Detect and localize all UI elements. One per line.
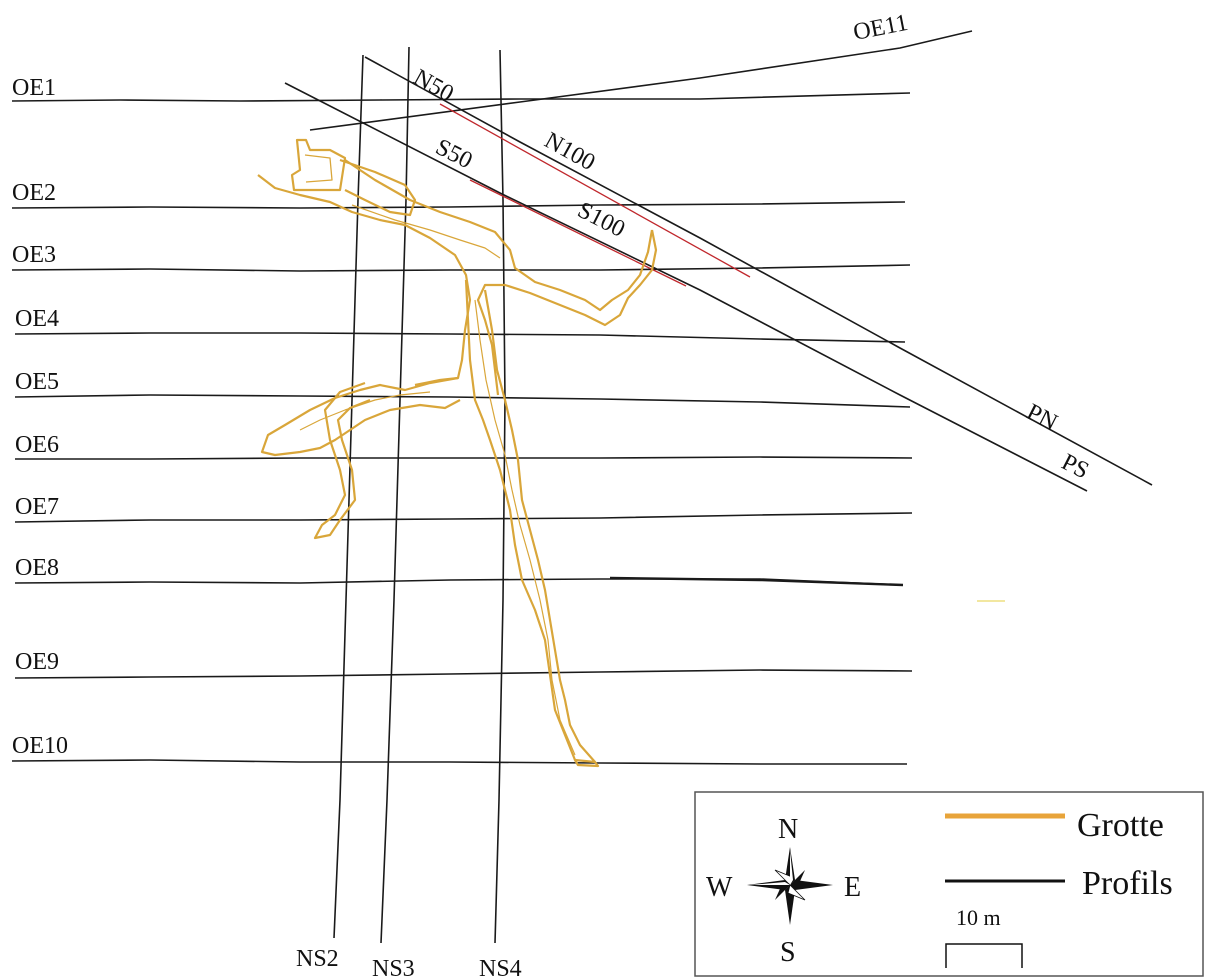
red-segment-south	[469, 179, 687, 287]
label-pn: PN	[1022, 399, 1061, 436]
legend-box: N S W E Grotte Profils 10 m	[694, 791, 1204, 977]
label-oe7: OE7	[15, 494, 59, 520]
compass-south: S	[780, 937, 796, 968]
label-oe11: OE11	[851, 10, 910, 46]
profile-line-oe8-dark	[609, 576, 904, 587]
cave-entrance-room	[339, 158, 417, 217]
label-oe8: OE8	[15, 555, 59, 581]
east-west-profiles	[11, 30, 973, 765]
profile-line-ps	[284, 82, 1088, 492]
compass-west: W	[706, 872, 733, 903]
label-oe10: OE10	[12, 733, 68, 759]
label-oe3: OE3	[12, 242, 56, 268]
cave-outline	[257, 138, 658, 768]
cave-entrance-inner	[304, 154, 333, 183]
compass-east: E	[844, 872, 861, 903]
label-ns2: NS2	[296, 946, 339, 972]
profile-line-oe1	[11, 92, 911, 102]
label-n50: N50	[409, 65, 458, 108]
label-oe6: OE6	[15, 432, 59, 458]
compass-rose-icon	[747, 847, 833, 925]
legend-grotte-label: Grotte	[1077, 807, 1164, 844]
profile-line-oe5	[14, 394, 911, 408]
profile-line-ns2	[333, 54, 364, 939]
profile-line-oe9	[14, 669, 913, 679]
cave-main-gallery-west	[464, 279, 577, 761]
cave-main-gallery-center	[474, 299, 576, 756]
legend-profils-label: Profils	[1082, 865, 1173, 902]
cave-thin-passage	[351, 204, 501, 259]
cave-west-branch-lower	[313, 381, 371, 540]
label-oe2: OE2	[12, 180, 56, 206]
label-oe5: OE5	[15, 369, 59, 395]
compass-north: N	[778, 814, 798, 845]
label-oe1: OE1	[12, 75, 56, 101]
label-s100: S100	[573, 197, 629, 243]
cave-upper-gallery-inner	[344, 159, 654, 312]
cave-upper-gallery-outer	[257, 174, 472, 387]
cave-main-gallery-east	[483, 289, 596, 763]
profile-line-oe3	[11, 264, 911, 272]
scale-bar	[945, 943, 1023, 968]
profile-line-ns4	[494, 49, 506, 944]
label-s50: S50	[431, 134, 476, 174]
north-south-profiles	[333, 46, 506, 944]
cave-northeast-loop	[476, 229, 658, 396]
profile-line-oe11	[309, 30, 973, 131]
profile-line-ns3	[380, 46, 410, 944]
cave-gallery-end	[573, 758, 600, 768]
profile-line-oe10	[11, 759, 907, 765]
label-oe4: OE4	[15, 306, 59, 332]
label-ns3: NS3	[372, 956, 415, 980]
profile-line-oe4	[14, 332, 906, 343]
label-ns4: NS4	[479, 956, 522, 980]
scale-label: 10 m	[956, 905, 1001, 930]
profile-line-oe6	[15, 456, 913, 460]
cave-entrance-chambers	[290, 138, 347, 192]
profile-line-pn	[364, 56, 1153, 486]
cave-west-branch-upper	[260, 376, 461, 457]
profile-line-oe2	[11, 201, 906, 209]
cave-west-branch-inner	[299, 391, 431, 431]
red-segment-north	[439, 103, 751, 278]
profile-line-oe7	[14, 512, 913, 523]
diagonal-profiles	[284, 56, 1153, 492]
label-oe9: OE9	[15, 649, 59, 675]
